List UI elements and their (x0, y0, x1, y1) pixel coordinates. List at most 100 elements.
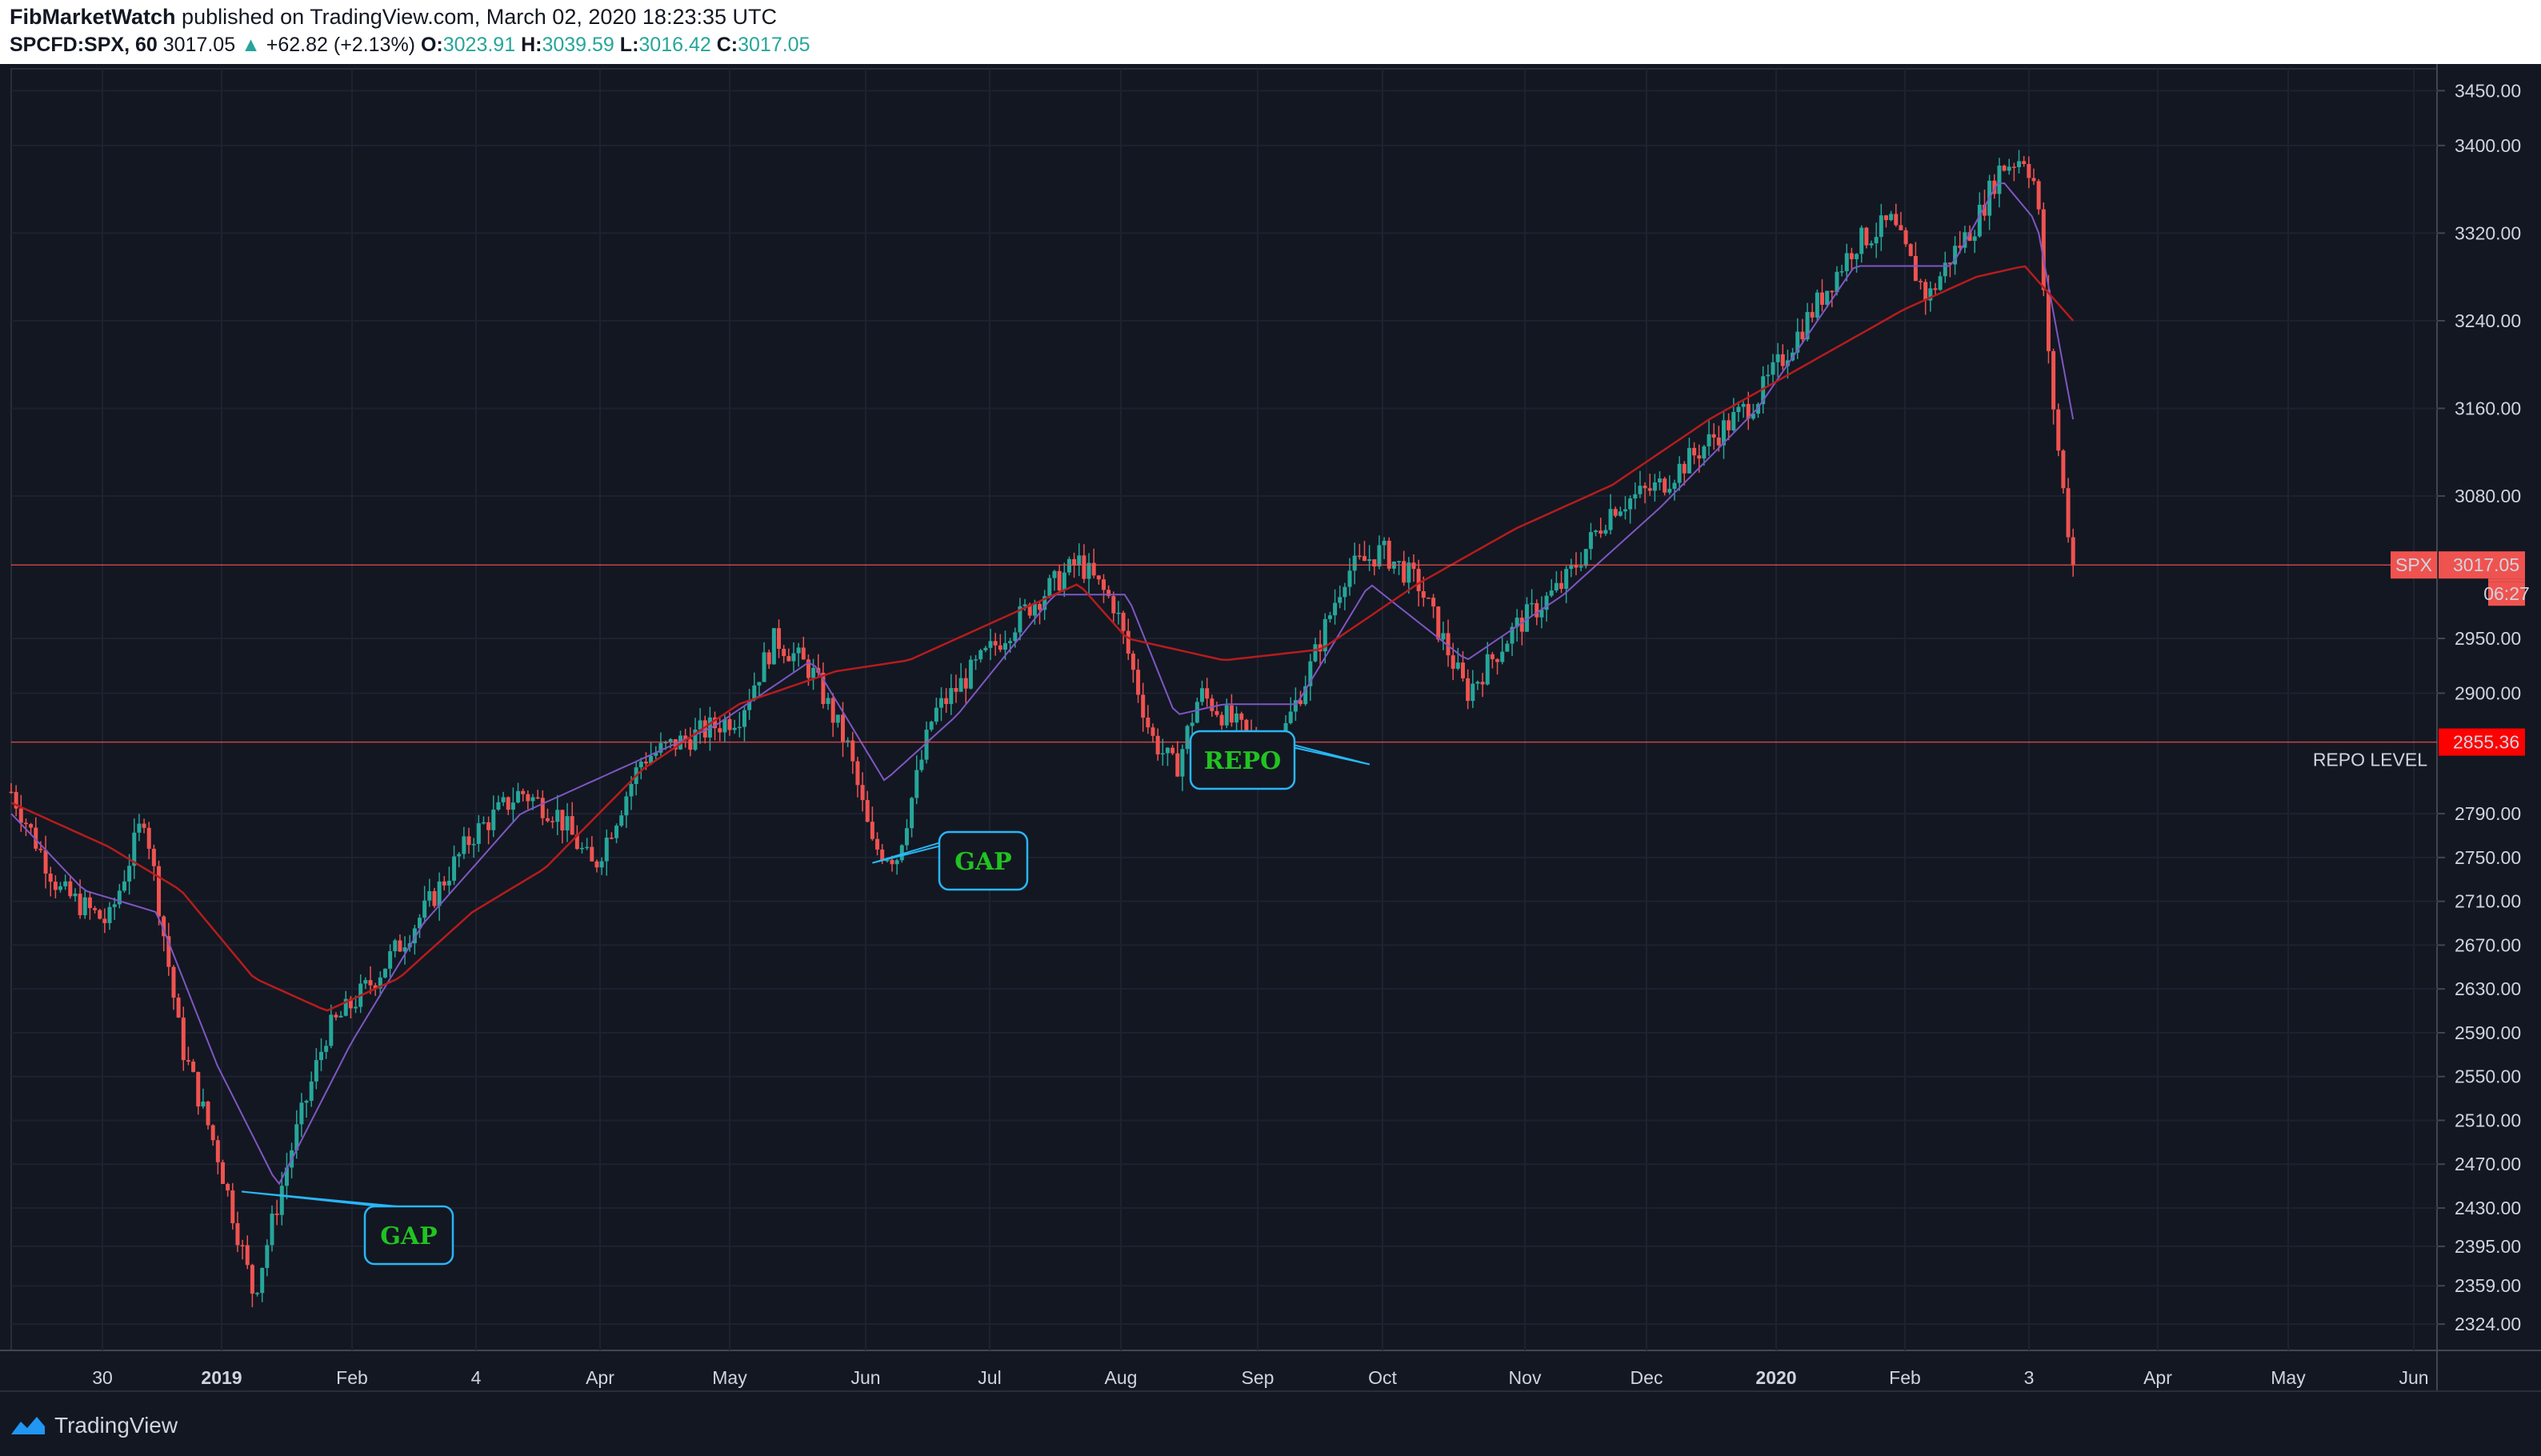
author-name[interactable]: FibMarketWatch (10, 5, 176, 29)
candle (98, 908, 102, 920)
y-tick-label: 2630.00 (2455, 978, 2521, 999)
candle (274, 1199, 279, 1226)
candle (1180, 744, 1185, 791)
candle (496, 795, 501, 811)
candle (649, 742, 654, 766)
candle (1549, 579, 1554, 598)
footer-bar: TradingView (0, 1390, 2541, 1456)
candle (570, 802, 574, 835)
candle (1633, 482, 1638, 510)
candle (2022, 156, 2027, 167)
candle (1165, 747, 1170, 766)
candle (1599, 518, 1603, 538)
y-tick-label: 2395.00 (2455, 1236, 2521, 1257)
x-tick-label: Nov (1509, 1367, 1542, 1388)
candle (191, 1058, 196, 1073)
chart-grid (0, 64, 2541, 1390)
y-tick-label: 2950.00 (2455, 628, 2521, 649)
candle (1047, 574, 1052, 598)
candle (811, 658, 816, 690)
candle (1224, 698, 1229, 729)
published-text: published on TradingView.com, March 02, … (182, 5, 777, 29)
candle (481, 816, 486, 825)
candle (146, 822, 151, 860)
candle (614, 823, 619, 844)
candle (993, 633, 998, 656)
candle (1126, 618, 1130, 661)
close-value: 3017.05 (738, 34, 810, 56)
x-tick-label: May (2271, 1367, 2306, 1388)
candle (284, 1152, 289, 1200)
x-tick-label: 2020 (1755, 1367, 1796, 1388)
candle (215, 1135, 220, 1174)
candle (565, 802, 570, 842)
candle (1835, 266, 1839, 296)
callout-repo: REPO (1189, 730, 1371, 790)
candle (176, 994, 181, 1018)
candle (166, 922, 171, 976)
symbol-name[interactable]: SPCFD:SPX, 60 (10, 34, 158, 56)
candle (1859, 225, 1864, 263)
x-tick-label: 30 (92, 1367, 113, 1388)
candle (1795, 318, 1800, 359)
candle (894, 858, 899, 875)
candle (638, 758, 643, 780)
candle (1658, 471, 1663, 490)
candle (142, 818, 146, 834)
candle (93, 906, 98, 914)
candle (491, 795, 496, 838)
candle (1687, 438, 1691, 474)
candle (1391, 561, 1396, 574)
x-tick-label: May (712, 1367, 747, 1388)
candle (939, 687, 944, 722)
candle (486, 816, 491, 845)
price-axis[interactable]: 3450.00 3400.00 3320.00 3240.00 3160.00 3080.… (2437, 80, 2521, 1334)
countdown-label: 06:27 (2483, 583, 2530, 604)
candle (2071, 528, 2075, 577)
candle (418, 914, 422, 938)
candle (122, 870, 126, 893)
candle (1377, 535, 1382, 570)
spx-tag-label: SPX (2395, 554, 2432, 575)
x-tick-label: 3 (2024, 1367, 2035, 1388)
candle (1623, 496, 1627, 520)
candle (1652, 474, 1657, 502)
candle (1820, 279, 1825, 312)
x-tick-label: Dec (1631, 1367, 1663, 1388)
candle (382, 968, 387, 978)
candle (9, 782, 14, 794)
candle (1874, 222, 1879, 258)
x-tick-label: Apr (2143, 1367, 2172, 1388)
high-label: H: (521, 34, 542, 56)
candle (949, 674, 954, 715)
candle (1052, 570, 1057, 591)
change-arrow-icon: ▲ (241, 34, 261, 56)
candle (521, 788, 526, 802)
candle (1101, 574, 1106, 603)
candle (1638, 470, 1643, 498)
candle (324, 1040, 329, 1059)
candle (590, 836, 594, 862)
candle (855, 756, 860, 798)
tradingview-brand[interactable]: TradingView (10, 1413, 178, 1438)
candle (1780, 344, 1785, 370)
candle (68, 876, 73, 899)
candle (378, 971, 382, 997)
candle (1096, 574, 1101, 585)
candle (1672, 479, 1677, 501)
candle (963, 668, 968, 704)
callout-text: REPO (1204, 747, 1282, 775)
candle (1574, 552, 1579, 576)
candle (919, 750, 924, 773)
candle (270, 1205, 274, 1252)
candle (1500, 637, 1505, 665)
candle (1185, 724, 1190, 754)
candle (107, 902, 112, 930)
x-tick-label: Apr (586, 1367, 614, 1388)
price-chart[interactable]: 3450.00 3400.00 3320.00 3240.00 3160.00 3080.… (0, 0, 2541, 1390)
y-tick-label: 3450.00 (2455, 80, 2521, 101)
candle (2056, 403, 2061, 457)
candle (1505, 640, 1510, 652)
time-axis[interactable]: 30 2019 Feb 4 Apr May Jun Jul Aug Sep Oct Nov Dec 202… (92, 1367, 2428, 1388)
candle (1919, 278, 1923, 290)
